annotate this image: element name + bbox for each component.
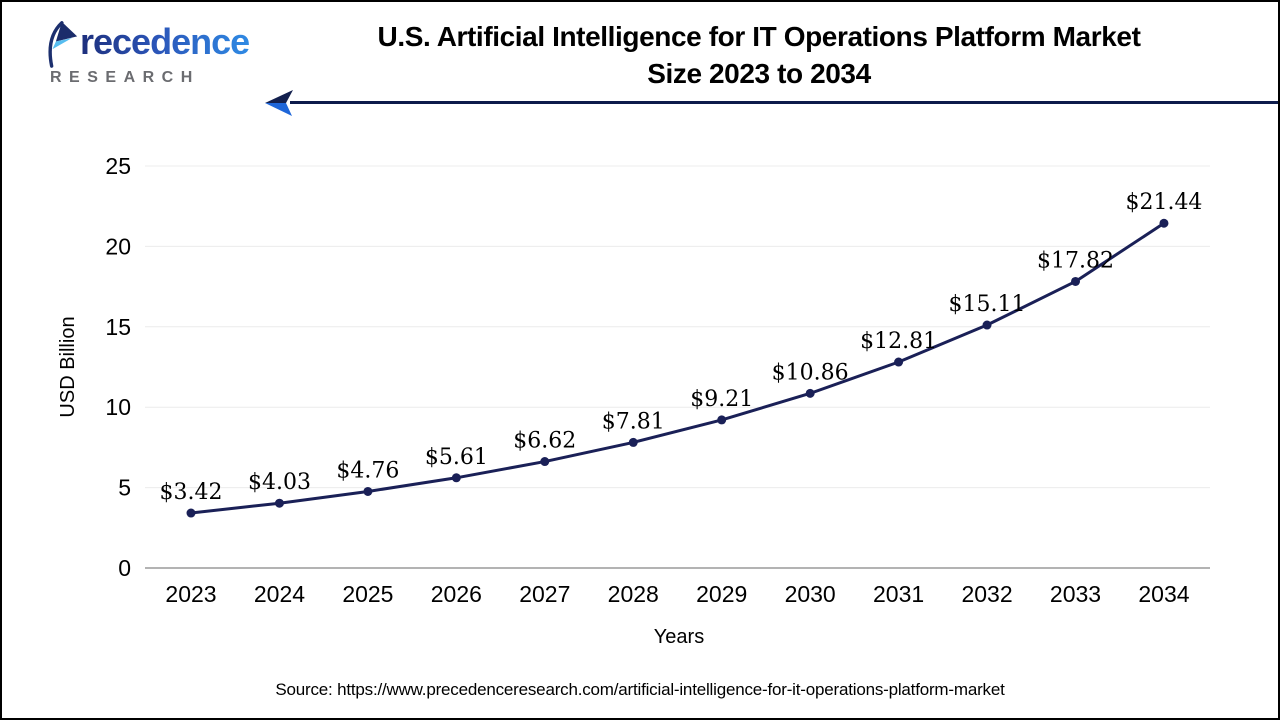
data-point	[628, 437, 638, 447]
sail-icon	[48, 21, 78, 68]
source-note: Source: https://www.precedenceresearch.c…	[275, 680, 1005, 699]
y-tick-label: 10	[105, 394, 131, 420]
x-tick-label: 2032	[961, 581, 1012, 607]
left-arrow-lower-wing	[265, 103, 292, 116]
sail-mast	[48, 21, 64, 68]
y-tick-label: 20	[105, 233, 131, 259]
x-axis-title: Years	[654, 626, 704, 648]
data-point-label: $4.76	[336, 458, 399, 483]
data-point	[805, 388, 815, 398]
y-tick-label: 0	[118, 555, 131, 581]
sail-upper	[55, 21, 78, 42]
data-point-label: $21.44	[1125, 190, 1202, 215]
data-point-label: $17.82	[1037, 248, 1114, 273]
x-tick-label: 2030	[785, 581, 836, 607]
x-tick-label: 2025	[342, 581, 393, 607]
data-point-label: $12.81	[860, 329, 937, 354]
data-point	[894, 357, 904, 367]
x-tick-label: 2024	[254, 581, 305, 607]
data-point-label: $10.86	[772, 360, 849, 385]
data-point	[1159, 218, 1169, 228]
page-title: U.S. Artificial Intelligence for IT Oper…	[252, 18, 1266, 92]
data-point-label: $3.42	[160, 480, 223, 505]
data-point	[540, 457, 550, 467]
data-point	[1071, 276, 1080, 286]
brand-logo: recedence RESEARCH	[44, 20, 254, 87]
x-tick-label: 2023	[165, 581, 216, 607]
left-arrow-icon	[265, 90, 293, 116]
data-point	[363, 486, 373, 496]
x-tick-label: 2031	[873, 581, 924, 607]
x-tick-label: 2029	[696, 581, 747, 607]
y-tick-label: 25	[105, 153, 131, 179]
x-tick-label: 2034	[1138, 581, 1189, 607]
data-point	[274, 498, 284, 508]
page-title-line1: U.S. Artificial Intelligence for IT Oper…	[377, 21, 1141, 52]
x-tick-label: 2033	[1050, 581, 1101, 607]
data-point-label: $7.81	[602, 409, 665, 434]
data-point	[186, 508, 196, 518]
data-point-label: $15.11	[949, 292, 1026, 317]
left-arrow-upper-wing	[265, 90, 293, 103]
series-line	[189, 221, 1166, 515]
data-point-label: $4.03	[248, 470, 311, 495]
page-title-line2: Size 2023 to 2034	[647, 58, 871, 89]
data-point-label: $5.61	[425, 445, 488, 470]
x-tick-label: 2027	[519, 581, 570, 607]
data-point-label: $9.21	[690, 387, 753, 412]
brand-subtitle: RESEARCH	[50, 69, 200, 86]
y-axis-title: USD Billion	[57, 316, 79, 417]
data-point-label: $6.62	[513, 429, 576, 454]
data-point	[451, 473, 461, 483]
brand-wordmark: recedence	[80, 21, 250, 62]
data-point	[717, 415, 727, 425]
y-tick-label: 15	[105, 314, 131, 340]
data-point	[982, 320, 992, 330]
title-divider-line	[290, 101, 1278, 104]
x-tick-label: 2026	[431, 581, 482, 607]
x-tick-label: 2028	[608, 581, 659, 607]
y-tick-label: 5	[118, 475, 131, 501]
